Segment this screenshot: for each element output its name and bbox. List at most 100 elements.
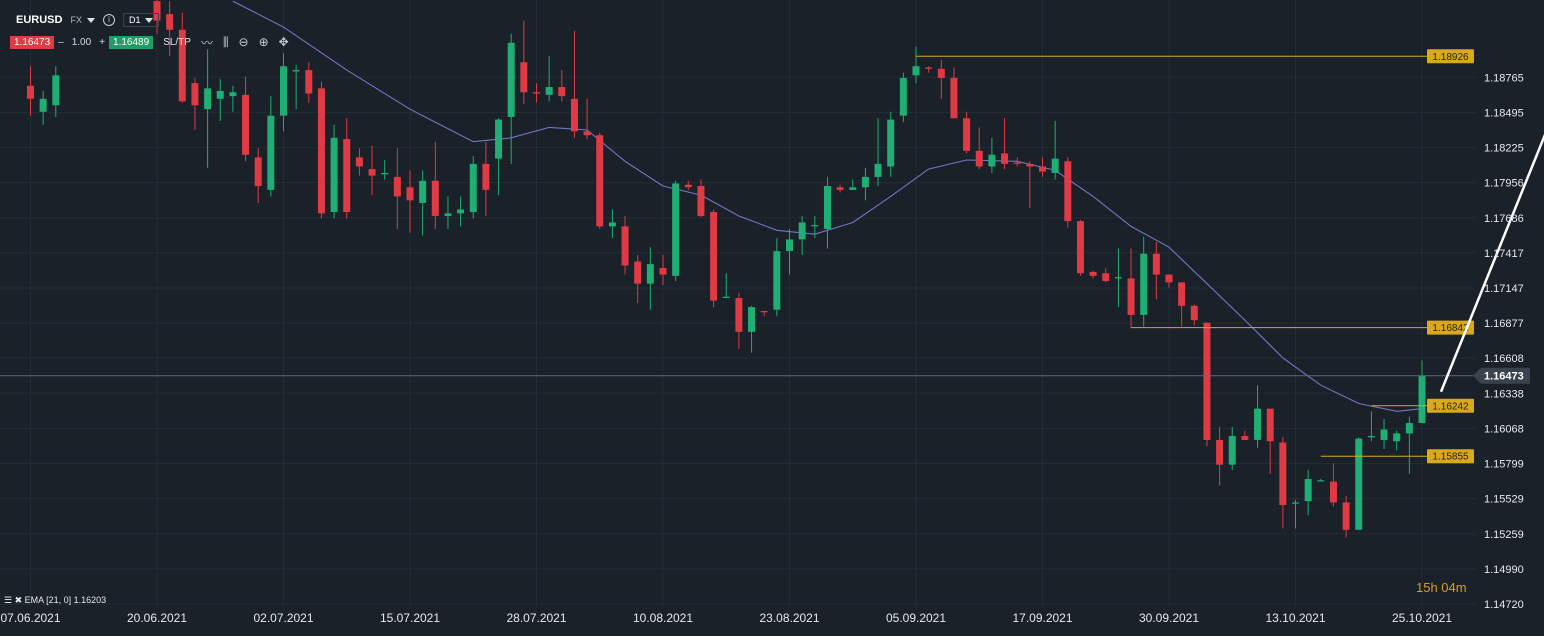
candle-body: [254, 157, 262, 187]
candle-body: [204, 88, 212, 110]
candle-body: [1342, 502, 1350, 530]
candle-body: [634, 261, 642, 284]
date-tick-label: 25.10.2021: [1392, 611, 1452, 625]
candle-body: [419, 180, 427, 203]
quantity-decrease[interactable]: –: [58, 36, 64, 48]
date-tick-label: 05.09.2021: [886, 611, 946, 625]
candle-body: [874, 163, 882, 177]
candle-body: [836, 187, 844, 190]
candle-body: [861, 176, 869, 188]
candle-body: [722, 296, 730, 298]
indicator-label: EMA [21, 0] 1.16203: [24, 595, 107, 605]
candle-body: [1064, 161, 1072, 222]
quantity-increase[interactable]: +: [99, 36, 106, 48]
toolbar-row-trade: 1.16473 – 1.00 + 1.16489 SL/TP 〰 ⫼ ⊖ ⊕ ✥: [10, 34, 289, 50]
candle-body: [52, 75, 60, 106]
candle-body: [153, 1, 161, 21]
candle-body: [760, 311, 768, 313]
sell-button[interactable]: 1.16473: [10, 35, 55, 49]
candle-body: [621, 226, 629, 266]
candle-body: [1317, 480, 1325, 482]
price-axis: 1.18765 1.18495 1.18225 1.17956 1.17686 1.174…: [1473, 72, 1530, 611]
candle-body: [1355, 438, 1363, 530]
candle-body: [773, 251, 781, 310]
buy-button[interactable]: 1.16489: [109, 35, 154, 49]
candle-body: [912, 66, 920, 76]
candle-body: [267, 115, 275, 190]
candles-icon[interactable]: ⫼: [223, 34, 229, 49]
price-tick-label: 1.17147: [1484, 283, 1524, 295]
candle-body: [280, 66, 287, 116]
candle-body: [963, 118, 971, 151]
candle-body: [1254, 408, 1262, 440]
candle-body: [1102, 273, 1110, 282]
candle-body: [950, 77, 958, 119]
candle-body: [406, 187, 414, 201]
price-tick-label: 1.15529: [1484, 494, 1524, 506]
zoom-out-icon[interactable]: ⊖: [238, 35, 249, 49]
price-tick-label: 1.15799: [1484, 458, 1524, 470]
sl-tp-button[interactable]: SL/TP: [163, 36, 191, 48]
candle-body: [786, 239, 793, 252]
quantity-input[interactable]: 1.00: [71, 36, 92, 48]
trend-arrow: [1439, 133, 1544, 393]
candle-body: [507, 42, 515, 117]
candle-body: [975, 150, 983, 167]
candle-body: [710, 212, 718, 301]
timeframe-label: D1: [128, 15, 141, 25]
candle-body: [482, 163, 490, 190]
level-label-box: [1427, 49, 1474, 64]
price-tick-label: 1.18495: [1484, 107, 1524, 119]
candle-body: [735, 297, 743, 332]
price-tick-label: 1.15259: [1484, 529, 1524, 541]
caret-down-icon[interactable]: [86, 17, 95, 23]
candle-body: [431, 180, 439, 216]
level-label: 1.16842: [1432, 323, 1469, 334]
candle-body: [292, 70, 300, 72]
candles: [27, 0, 1426, 538]
candle-body: [849, 187, 857, 190]
price-tick-label: 1.17417: [1484, 248, 1524, 260]
line-chart-icon[interactable]: 〰: [200, 35, 213, 50]
date-tick-label: 02.07.2021: [253, 611, 313, 625]
candle-body: [1329, 481, 1337, 503]
price-tick-label: 1.17956: [1484, 178, 1524, 190]
candle-body: [596, 135, 604, 227]
candle-body: [229, 92, 237, 97]
candle-body: [166, 14, 174, 30]
timeframe-select[interactable]: D1: [122, 13, 160, 27]
candle-body: [178, 29, 186, 102]
price-tick-label: 1.18765: [1484, 72, 1524, 84]
symbol-label[interactable]: EURUSD: [16, 14, 63, 26]
indicator-menu-icon[interactable]: ☰ ✖: [4, 595, 25, 605]
candle-body: [1367, 436, 1375, 438]
candle-body: [191, 83, 199, 106]
move-icon[interactable]: ✥: [278, 35, 289, 49]
zoom-in-icon[interactable]: ⊕: [258, 35, 269, 49]
candle-body: [533, 92, 540, 94]
level-label-box: [1427, 398, 1474, 413]
level-label: 1.15855: [1432, 452, 1469, 463]
candle-body: [343, 139, 351, 213]
indicator-legend[interactable]: ☰ ✖ EMA [21, 0] 1.16203: [4, 595, 106, 606]
arrow-shaft: [1439, 133, 1544, 393]
candle-body: [1304, 478, 1312, 502]
info-icon[interactable]: i: [102, 14, 115, 26]
candle-body: [1051, 158, 1059, 173]
current-price-label: 1.16473: [1484, 371, 1524, 383]
candle-body: [1165, 274, 1173, 283]
date-tick-label: 15.07.2021: [380, 611, 440, 625]
price-tick-label: 1.16877: [1484, 318, 1524, 330]
date-tick-label: 30.09.2021: [1139, 611, 1199, 625]
candle-body: [925, 67, 933, 69]
candle-body: [1228, 436, 1236, 465]
price-tick-label: 1.17686: [1484, 213, 1524, 225]
current-price-tag: [1473, 367, 1530, 384]
candle-body: [457, 209, 465, 214]
date-tick-label: 20.06.2021: [127, 611, 187, 625]
candle-body: [1001, 153, 1009, 164]
candle-body: [242, 94, 250, 155]
candle-body: [216, 90, 224, 99]
candle-body: [1152, 253, 1160, 275]
